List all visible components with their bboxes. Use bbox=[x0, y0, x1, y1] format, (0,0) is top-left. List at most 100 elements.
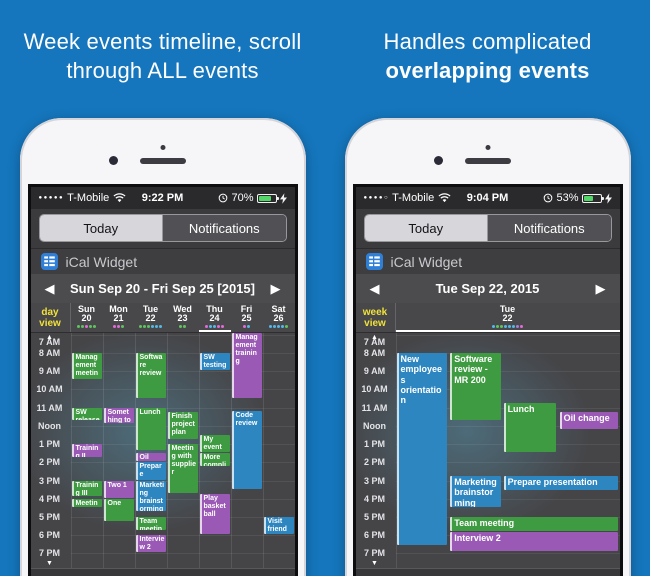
event-dot bbox=[117, 324, 120, 328]
nav-next-button[interactable]: ▶ bbox=[595, 280, 606, 296]
tab-today[interactable]: Today bbox=[364, 215, 487, 241]
event-sw-testing[interactable]: SW testing bbox=[199, 353, 230, 371]
event-team-meeting[interactable]: Team meeting bbox=[135, 516, 166, 530]
ical-widget-icon bbox=[40, 253, 58, 270]
event-finish-project-plan[interactable]: Finish project plan bbox=[167, 412, 198, 439]
grid-column-line bbox=[262, 333, 264, 568]
event-meeting[interactable]: Meeting bbox=[71, 498, 102, 507]
grid-column-line bbox=[134, 333, 136, 568]
event-visit-friend[interactable]: Visit friend bbox=[263, 516, 294, 535]
nav-next-button[interactable]: ▶ bbox=[270, 280, 281, 296]
event-dot bbox=[121, 324, 124, 328]
day-header-sun-20[interactable]: Sun 20 bbox=[71, 303, 103, 332]
hour-label: 6 PM bbox=[38, 530, 60, 541]
grid-hour-line bbox=[70, 353, 295, 355]
battery-fill bbox=[583, 195, 594, 201]
view-toggle-button[interactable]: day view bbox=[31, 303, 71, 332]
tab-today[interactable]: Today bbox=[39, 215, 162, 241]
day-number: 22 bbox=[502, 313, 513, 324]
scroll-down-icon[interactable]: ▼ bbox=[371, 560, 378, 568]
event-lunch[interactable]: Lunch bbox=[503, 403, 557, 453]
event-dots bbox=[263, 324, 295, 328]
event-interview-2[interactable]: Interview 2 bbox=[450, 532, 619, 551]
event-training-ii[interactable]: Training II bbox=[71, 444, 102, 457]
event-my-event[interactable]: My event bbox=[199, 435, 230, 453]
event-dot bbox=[269, 324, 272, 328]
nav-prev-button[interactable]: ◀ bbox=[369, 280, 380, 296]
day-header-sat-26[interactable]: Sat 26 bbox=[263, 303, 295, 332]
calendar-grid[interactable]: 7 AM 8 AM 9 AM 10 AM 11 AM Noon 1 PM 2 PM 3 PM 4 … bbox=[355, 333, 620, 568]
signal-dots-icon: ●●●●● bbox=[38, 195, 65, 201]
day-number: 23 bbox=[177, 313, 188, 324]
alarm-clock-icon bbox=[218, 193, 228, 203]
event-prepare-presentation[interactable]: Prepare presentation bbox=[503, 476, 619, 491]
event-new-employees-orientation[interactable]: New employees orientation bbox=[396, 353, 448, 546]
event-prepare-present[interactable]: Prepare present bbox=[135, 462, 166, 480]
event-something-to-do[interactable]: Something to do bbox=[103, 407, 134, 424]
hour-label: 2 PM bbox=[363, 457, 385, 468]
hour-label: 11 AM bbox=[361, 402, 388, 413]
event-more-complic[interactable]: More complic bbox=[199, 453, 230, 466]
calendar-grid[interactable]: 7 AM 8 AM 9 AM 10 AM 11 AM Noon 1 PM 2 PM 3 PM 4 … bbox=[30, 333, 295, 568]
phone-screen: ●●●●○ T-Mobile 9:04 PM 53% bbox=[352, 184, 623, 576]
view-toggle-button[interactable]: week view bbox=[356, 303, 396, 332]
hour-label: 4 PM bbox=[38, 493, 60, 504]
day-name: Fri bbox=[240, 304, 253, 314]
day-number: 22 bbox=[145, 313, 156, 324]
caption-line: Handles complicated bbox=[383, 29, 592, 54]
event-lunch[interactable]: Lunch bbox=[135, 407, 166, 451]
day-header-tue-22[interactable]: Tue 22 bbox=[395, 303, 620, 332]
scroll-up-icon[interactable]: ▲ bbox=[371, 334, 378, 341]
event-dot bbox=[81, 324, 84, 328]
event-management-meeting[interactable]: Management meeting bbox=[71, 353, 102, 380]
nav-prev-button[interactable]: ◀ bbox=[44, 280, 55, 296]
event-marketing-brainstorming[interactable]: Marketing brainstorming bbox=[135, 480, 166, 512]
hour-label: 8 AM bbox=[38, 348, 61, 359]
tab-notifications[interactable]: Notifications bbox=[162, 215, 286, 241]
scroll-up-icon[interactable]: ▲ bbox=[46, 334, 53, 341]
event-management-training[interactable]: Management training bbox=[231, 333, 262, 398]
event-oil-change[interactable]: Oil change bbox=[559, 412, 619, 430]
battery-icon bbox=[256, 193, 279, 203]
hour-label: 11 AM bbox=[36, 402, 63, 413]
day-header-thu-24[interactable]: Thu 24 bbox=[198, 303, 231, 332]
tab-notifications[interactable]: Notifications bbox=[487, 215, 611, 241]
caption-right: Handles complicated overlapping events bbox=[325, 27, 650, 86]
event-sw-release[interactable]: SW release bbox=[71, 407, 102, 421]
event-interview-2[interactable]: Interview 2 bbox=[135, 535, 166, 553]
front-camera-icon bbox=[433, 156, 443, 165]
event-one[interactable]: One bbox=[103, 498, 134, 521]
day-header-wed-23[interactable]: Wed 23 bbox=[167, 303, 199, 332]
event-dot bbox=[139, 324, 142, 328]
grid-hour-line bbox=[395, 371, 620, 373]
widget-title: iCal Widget bbox=[65, 253, 138, 270]
event-dot bbox=[243, 324, 246, 328]
grid-column-line bbox=[70, 333, 72, 568]
event-two-1[interactable]: Two 1 bbox=[103, 480, 134, 498]
day-header-tue-22[interactable]: Tue 22 bbox=[135, 303, 167, 332]
event-dot bbox=[183, 324, 186, 328]
widget-footer bbox=[355, 568, 620, 576]
event-software-review-mr-200[interactable]: Software review - MR 200 bbox=[450, 353, 501, 421]
event-oil[interactable]: Oil bbox=[135, 453, 166, 462]
event-dot bbox=[77, 324, 80, 328]
date-nav-bar: ◀ Sun Sep 20 - Fri Sep 25 [2015] ▶ bbox=[30, 274, 295, 303]
grid-hour-line bbox=[70, 407, 295, 409]
view-toggle-label: week view bbox=[362, 306, 388, 329]
day-header-mon-21[interactable]: Mon 21 bbox=[103, 303, 135, 332]
day-header-fri-25[interactable]: Fri 25 bbox=[231, 303, 263, 332]
phone-screen: ●●●●● T-Mobile 9:22 PM 70% bbox=[27, 184, 298, 576]
event-dot bbox=[516, 324, 519, 328]
scroll-down-icon[interactable]: ▼ bbox=[46, 560, 53, 568]
event-meeting-with-supplier[interactable]: Meeting with supplier bbox=[167, 444, 198, 494]
event-team-meeting[interactable]: Team meeting bbox=[450, 516, 619, 531]
view-toggle-label: day view bbox=[39, 306, 61, 329]
event-software-review[interactable]: Software review bbox=[135, 353, 166, 398]
grid-hour-line bbox=[70, 334, 295, 336]
event-marketing-brainstorming[interactable]: Marketing brainstorming bbox=[450, 476, 501, 507]
event-code-review[interactable]: Code review bbox=[231, 411, 262, 489]
event-play-basketball[interactable]: Play basketball bbox=[199, 494, 230, 535]
day-number: 20 bbox=[81, 313, 92, 324]
event-training-iii[interactable]: Training III bbox=[71, 480, 102, 496]
grid-hour-line bbox=[70, 516, 295, 518]
